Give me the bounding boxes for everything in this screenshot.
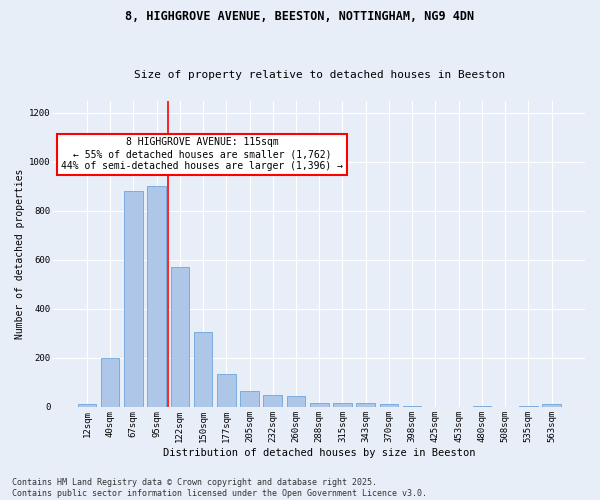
Bar — [287, 396, 305, 407]
Bar — [473, 406, 491, 407]
Text: Contains HM Land Registry data © Crown copyright and database right 2025.
Contai: Contains HM Land Registry data © Crown c… — [12, 478, 427, 498]
Bar — [148, 186, 166, 407]
Bar — [101, 358, 119, 407]
Bar — [124, 192, 143, 407]
Bar — [356, 402, 375, 407]
Title: Size of property relative to detached houses in Beeston: Size of property relative to detached ho… — [134, 70, 505, 81]
Text: 8 HIGHGROVE AVENUE: 115sqm
← 55% of detached houses are smaller (1,762)
44% of s: 8 HIGHGROVE AVENUE: 115sqm ← 55% of deta… — [61, 138, 343, 170]
Bar — [519, 406, 538, 407]
Bar — [194, 332, 212, 407]
Bar — [240, 391, 259, 407]
Bar — [310, 403, 329, 407]
Bar — [333, 402, 352, 407]
X-axis label: Distribution of detached houses by size in Beeston: Distribution of detached houses by size … — [163, 448, 475, 458]
Bar — [170, 268, 189, 407]
Text: 8, HIGHGROVE AVENUE, BEESTON, NOTTINGHAM, NG9 4DN: 8, HIGHGROVE AVENUE, BEESTON, NOTTINGHAM… — [125, 10, 475, 23]
Bar — [263, 394, 282, 407]
Bar — [77, 404, 96, 407]
Y-axis label: Number of detached properties: Number of detached properties — [15, 168, 25, 339]
Bar — [380, 404, 398, 407]
Bar — [542, 404, 561, 407]
Bar — [403, 406, 421, 407]
Bar — [217, 374, 236, 407]
